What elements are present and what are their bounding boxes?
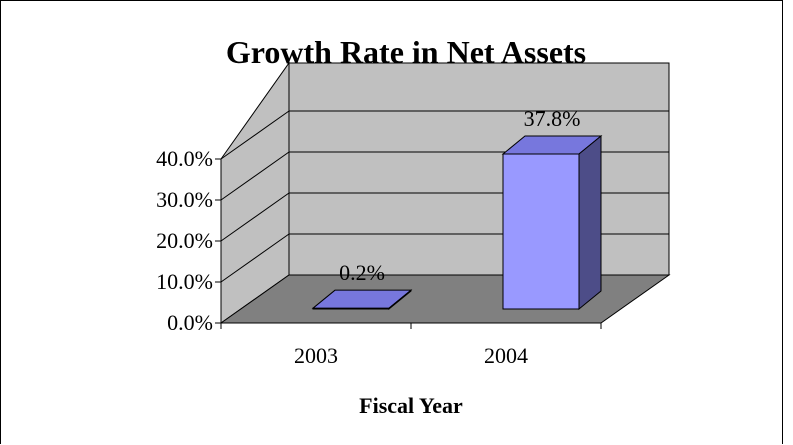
- bar-front: [502, 153, 580, 310]
- gridlines: [220, 110, 669, 283]
- data-labels: 0.2% 37.8%: [339, 106, 580, 285]
- data-label: 0.2%: [339, 260, 385, 285]
- y-tick-label: 20.0%: [156, 228, 213, 253]
- gridline-side: [220, 233, 290, 283]
- gridline-side: [220, 192, 290, 242]
- x-tick-label: 2004: [484, 343, 528, 368]
- y-tick-label: 30.0%: [156, 187, 213, 212]
- back-wall: [288, 62, 670, 276]
- x-axis-label: Fiscal Year: [359, 393, 463, 418]
- bar-side: [578, 134, 602, 311]
- bar-side: [388, 289, 412, 311]
- floor: [219, 274, 671, 324]
- gridline-side: [220, 110, 290, 160]
- gridline-side: [220, 151, 290, 201]
- data-label: 37.8%: [524, 106, 581, 131]
- bar-2003: [311, 289, 413, 311]
- bar-2004: [501, 134, 603, 311]
- y-axis-ticks: 0.0% 10.0% 20.0% 30.0% 40.0%: [156, 146, 221, 335]
- x-tick-label: 2003: [294, 343, 338, 368]
- bars: [311, 134, 603, 311]
- y-tick-label: 10.0%: [156, 269, 213, 294]
- x-axis-ticks: 2003 2004: [220, 323, 602, 368]
- y-tick-label: 0.0%: [167, 310, 213, 335]
- y-tick-label: 40.0%: [156, 146, 213, 171]
